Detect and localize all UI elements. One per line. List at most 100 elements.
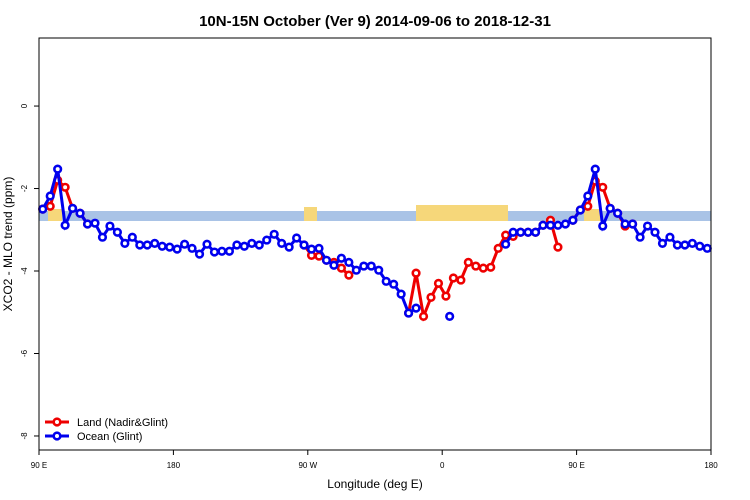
x-tick-label: 90 E — [568, 461, 584, 470]
series-line — [41, 168, 708, 316]
data-point — [445, 311, 455, 321]
data-point — [650, 227, 660, 237]
data-point — [515, 227, 526, 237]
data-point — [635, 232, 645, 242]
data-point — [389, 279, 399, 289]
data-point — [239, 241, 249, 251]
data-point — [90, 218, 100, 228]
data-point — [418, 311, 429, 321]
data-point — [75, 208, 85, 218]
data-point — [135, 240, 145, 250]
data-point — [97, 232, 108, 242]
data-point — [224, 246, 234, 256]
data-point — [262, 235, 272, 245]
data-point — [344, 257, 354, 267]
data-point — [448, 273, 459, 283]
data-point — [269, 229, 279, 239]
data-point — [568, 215, 578, 225]
data-point — [478, 263, 488, 273]
legend-marker — [52, 431, 62, 441]
data-point — [590, 164, 600, 174]
data-point — [426, 292, 436, 303]
x-tick-label: 180 — [704, 461, 718, 470]
data-point — [553, 242, 563, 252]
data-point — [396, 289, 406, 299]
data-point — [165, 242, 175, 252]
data-point — [598, 182, 608, 192]
y-tick-label: -2 — [20, 184, 29, 192]
data-point — [687, 238, 697, 248]
data-point — [127, 232, 137, 242]
data-point — [627, 219, 638, 229]
data-point — [508, 227, 518, 237]
x-tick-label: 180 — [167, 461, 181, 470]
data-point — [553, 220, 563, 230]
y-axis-label: XCO2 - MLO trend (ppm) — [1, 177, 15, 312]
data-point — [336, 253, 347, 263]
data-point — [247, 238, 257, 248]
plot-area — [38, 164, 712, 322]
y-tick-label: -8 — [20, 432, 29, 440]
data-point — [702, 243, 712, 253]
data-point — [172, 244, 182, 254]
data-point — [456, 275, 466, 285]
data-point — [314, 243, 324, 253]
data-point — [695, 241, 705, 251]
data-point — [642, 221, 653, 231]
ocean-band — [39, 211, 711, 221]
data-point — [530, 227, 541, 237]
data-point — [105, 221, 115, 231]
data-point — [411, 268, 421, 278]
data-point — [433, 278, 444, 288]
data-point — [523, 227, 533, 237]
data-point — [202, 239, 212, 249]
data-point — [277, 238, 287, 248]
data-point — [381, 276, 391, 286]
data-point — [680, 240, 690, 250]
data-point — [359, 261, 369, 271]
data-point — [60, 182, 70, 192]
surface-mask — [39, 205, 711, 221]
plot-frame — [38, 37, 712, 451]
data-point — [374, 265, 384, 275]
data-point — [665, 232, 675, 242]
data-point — [583, 201, 593, 211]
data-point — [45, 201, 55, 211]
legend-label: Land (Nadir&Glint) — [77, 417, 168, 429]
data-point — [82, 219, 93, 229]
data-point — [538, 220, 548, 230]
data-point — [366, 261, 376, 271]
x-tick-label: 90 W — [298, 461, 317, 470]
data-point — [284, 242, 294, 252]
data-point — [157, 241, 167, 251]
data-point — [299, 240, 309, 250]
legend-label: Ocean (Glint) — [77, 431, 142, 443]
data-point — [142, 240, 152, 250]
data-point — [501, 239, 511, 249]
data-point — [404, 308, 414, 318]
series-line — [42, 177, 633, 322]
data-point — [194, 249, 205, 259]
data-point — [254, 240, 264, 250]
data-point — [329, 260, 339, 270]
data-point — [150, 238, 160, 248]
data-point — [471, 261, 481, 271]
y-tick-label: -4 — [20, 267, 29, 275]
land-band — [416, 205, 508, 221]
land-band — [304, 207, 317, 221]
data-point — [112, 227, 122, 237]
data-point — [45, 191, 55, 201]
land-band — [48, 209, 62, 221]
y-tick-label: 0 — [20, 103, 29, 108]
land-band — [584, 209, 600, 221]
data-point — [180, 239, 190, 249]
data-point — [187, 243, 197, 253]
data-point — [217, 246, 227, 256]
data-point — [209, 247, 220, 257]
data-point — [351, 265, 361, 275]
data-point — [53, 164, 63, 174]
data-point — [336, 263, 347, 273]
data-point — [344, 270, 354, 280]
data-point — [501, 230, 511, 240]
